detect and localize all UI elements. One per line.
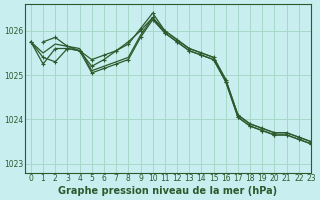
X-axis label: Graphe pression niveau de la mer (hPa): Graphe pression niveau de la mer (hPa)	[58, 186, 277, 196]
